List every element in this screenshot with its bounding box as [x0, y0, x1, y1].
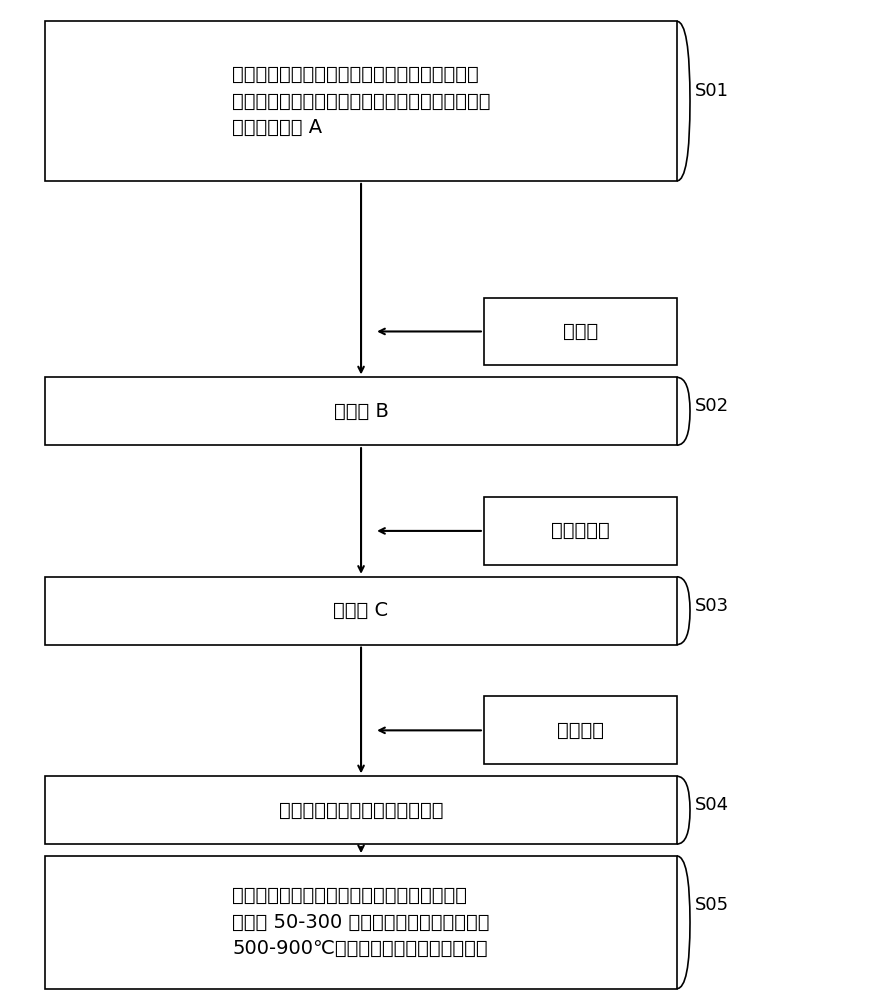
Text: S01: S01	[694, 82, 729, 100]
FancyBboxPatch shape	[45, 577, 677, 645]
FancyBboxPatch shape	[45, 776, 677, 844]
FancyBboxPatch shape	[45, 377, 677, 445]
Text: 磷酸锰铁锂复合正极材料前驱体: 磷酸锰铁锂复合正极材料前驱体	[279, 801, 444, 820]
FancyBboxPatch shape	[484, 298, 677, 365]
Text: 干燥处理: 干燥处理	[557, 721, 604, 740]
Text: S04: S04	[694, 796, 729, 814]
FancyBboxPatch shape	[45, 21, 677, 181]
Text: 石墨炔溶液: 石墨炔溶液	[551, 521, 610, 540]
Text: 混合液 C: 混合液 C	[334, 601, 389, 620]
Text: S05: S05	[694, 896, 729, 914]
FancyBboxPatch shape	[484, 497, 677, 565]
Text: 按照磷酸锰铁锂的各元素的摩尔比将纳米级的锂
源、锰源、铁源、磷源加入溶剂中进行溶解处理，
得到透明溶液 A: 按照磷酸锰铁锂的各元素的摩尔比将纳米级的锂 源、锰源、铁源、磷源加入溶剂中进行溶…	[231, 65, 490, 137]
Text: 混合液 B: 混合液 B	[334, 402, 388, 421]
Text: 将磷酸锰铁锂复合正极材料前驱体进行研磨处
理，经 50-300 目过筛后于保护性气氛中、
500-900℃下热处理，接着进行退火处理: 将磷酸锰铁锂复合正极材料前驱体进行研磨处 理，经 50-300 目过筛后于保护性…	[232, 886, 490, 958]
FancyBboxPatch shape	[45, 856, 677, 989]
Text: S02: S02	[694, 397, 729, 415]
Text: 络合剂: 络合剂	[562, 322, 598, 341]
Text: S03: S03	[694, 597, 729, 615]
FancyBboxPatch shape	[484, 696, 677, 764]
